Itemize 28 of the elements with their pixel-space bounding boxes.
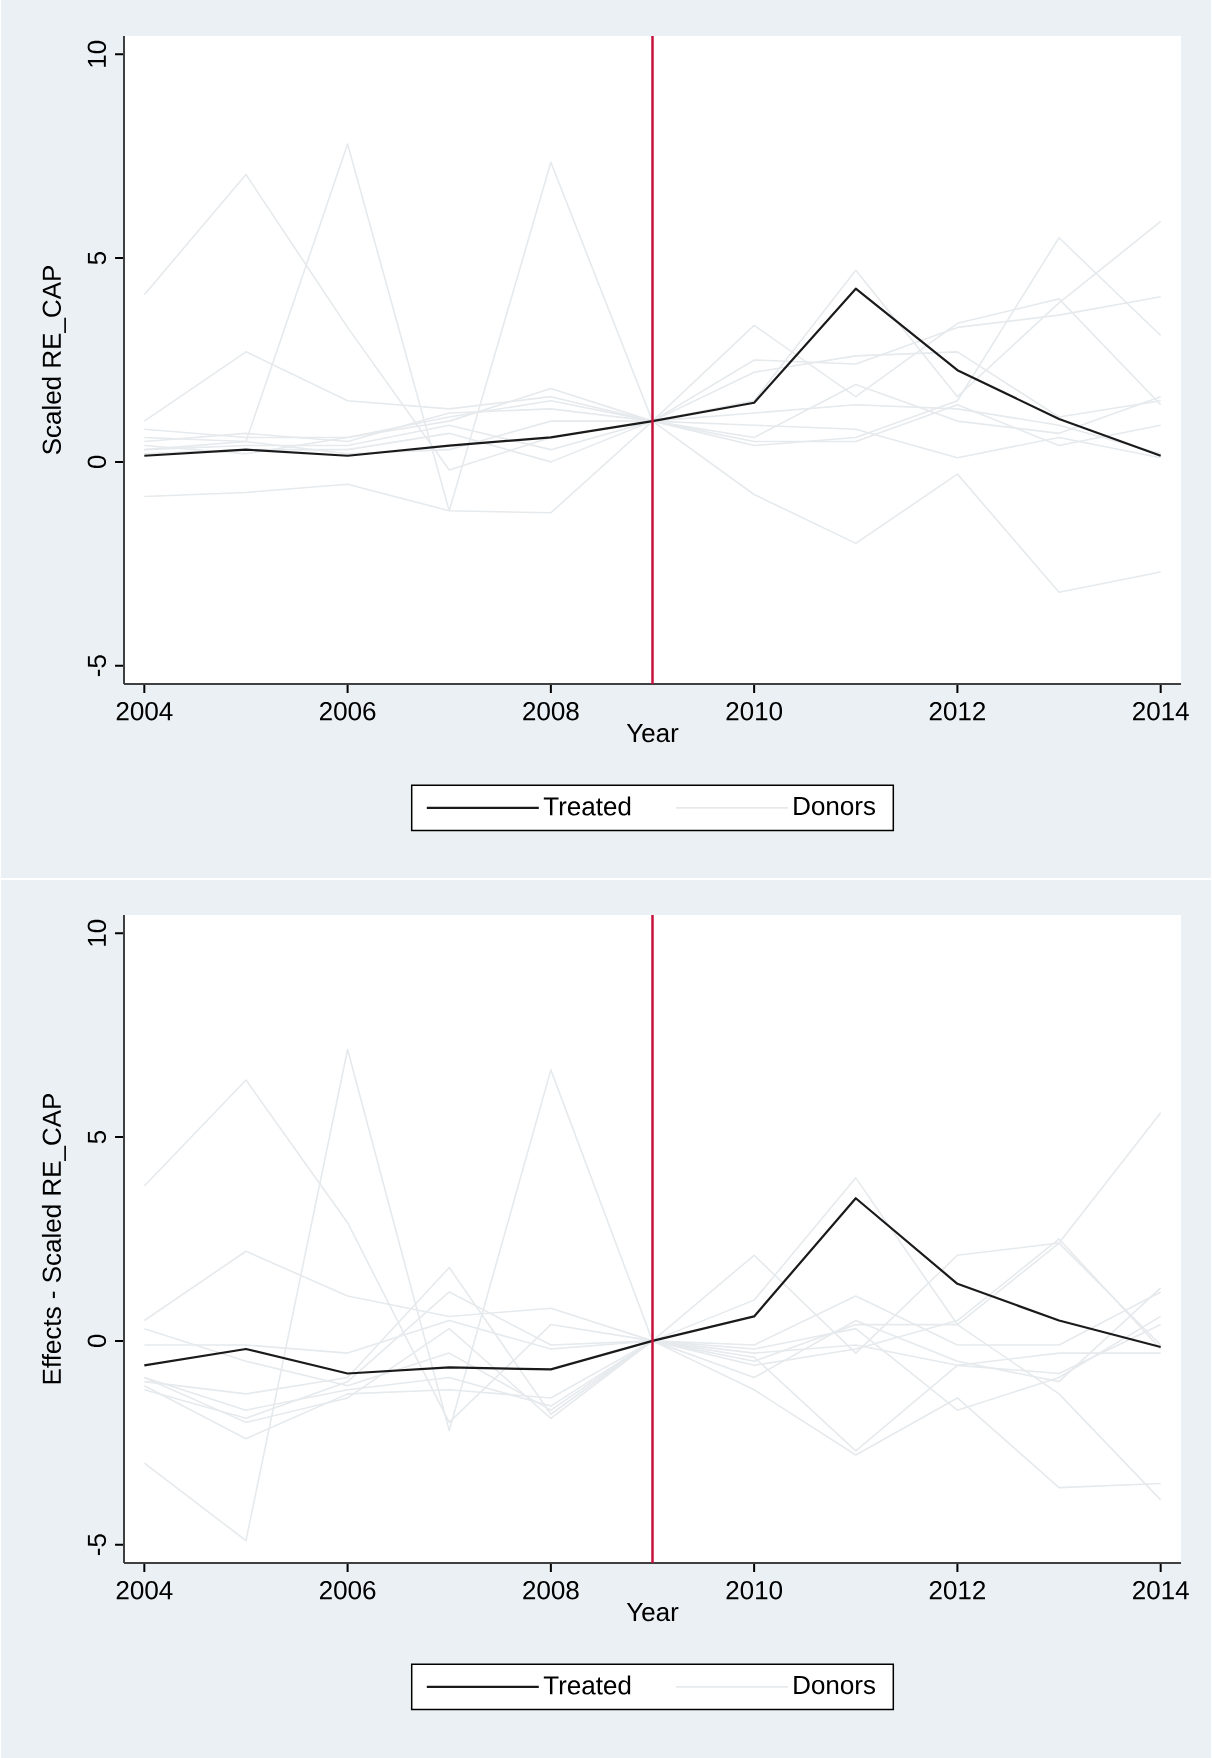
y-tick-label: 5 (87, 1130, 107, 1144)
legend-label: Treated (543, 796, 631, 816)
y-tick-label: 10 (87, 40, 107, 67)
legend-label: Treated (543, 1675, 631, 1695)
x-axis-title: Year (626, 724, 679, 743)
x-tick-label: 2012 (929, 701, 985, 721)
y-tick-label: 5 (87, 251, 107, 265)
x-tick-label: 2014 (1133, 1580, 1189, 1600)
x-tick-label: 2006 (319, 1580, 376, 1600)
y-tick-label: -5 (87, 1534, 107, 1556)
x-tick-label: 2008 (523, 701, 579, 721)
x-tick-label: 2010 (726, 1580, 783, 1600)
x-tick-label: 2004 (116, 1580, 173, 1600)
x-tick-label: 2014 (1133, 701, 1189, 721)
legend-label: Donors (794, 1675, 876, 1695)
x-tick-label: 2006 (319, 701, 376, 721)
x-tick-label: 2004 (116, 701, 173, 721)
y-tick-label: 0 (87, 1334, 107, 1348)
y-axis-title: Effects - Scaled RE_CAP (41, 1093, 66, 1384)
x-tick-label: 2012 (929, 1580, 985, 1600)
x-axis-title: Year (626, 1603, 679, 1622)
y-axis-title: Scaled RE_CAP (41, 266, 66, 455)
y-tick-label: 0 (87, 455, 107, 469)
y-tick-label: -5 (87, 655, 107, 677)
legend-label: Donors (794, 796, 876, 816)
x-tick-label: 2010 (726, 701, 783, 721)
y-tick-label: 10 (87, 919, 107, 946)
x-tick-label: 2008 (523, 1580, 579, 1600)
